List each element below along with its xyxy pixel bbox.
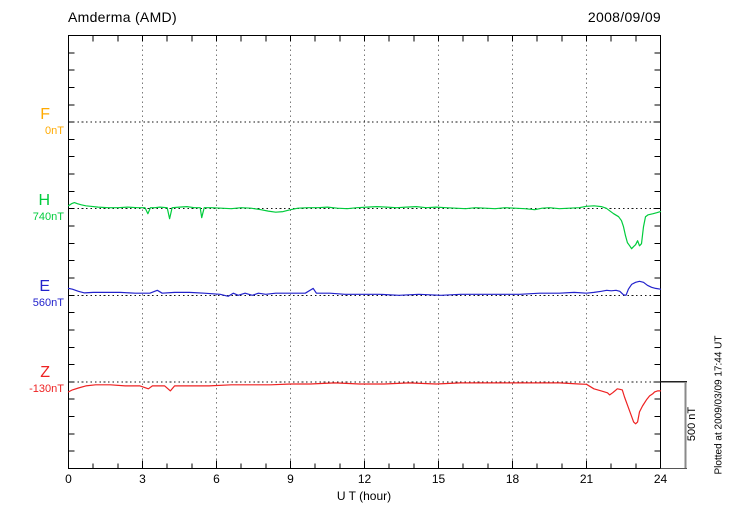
station-title: Amderma (AMD) [68, 9, 177, 25]
x-axis-title: U T (hour) [336, 489, 392, 503]
component-label-H: H [38, 192, 50, 209]
x-tick-label: 6 [213, 472, 220, 486]
component-baseline-F: 0nT [45, 125, 64, 137]
scale-bar-label: 500 nT [686, 406, 698, 442]
x-tick-label: 3 [139, 472, 146, 486]
component-baseline-H: 740nT [32, 211, 64, 223]
component-label-F: F [40, 106, 50, 123]
x-tick-label: 9 [287, 472, 294, 486]
x-tick-label: 0 [65, 472, 72, 486]
x-tick-label: 12 [357, 472, 372, 486]
x-tick-label: 15 [431, 472, 446, 486]
x-tick-label: 21 [579, 472, 594, 486]
plot-date: 2008/09/09 [587, 9, 661, 25]
plotted-at-note: Plotted at 2009/03/09 17:44 UT [713, 335, 725, 475]
component-baseline-E: 560nT [32, 297, 64, 309]
trace-H [67, 202, 662, 250]
trace-Z [67, 382, 662, 425]
component-label-Z: Z [40, 364, 50, 381]
x-tick-label: 24 [653, 472, 668, 486]
trace-E [67, 280, 662, 297]
component-baseline-Z: -130nT [29, 383, 64, 395]
x-tick-label: 18 [505, 472, 520, 486]
component-label-E: E [39, 278, 50, 295]
